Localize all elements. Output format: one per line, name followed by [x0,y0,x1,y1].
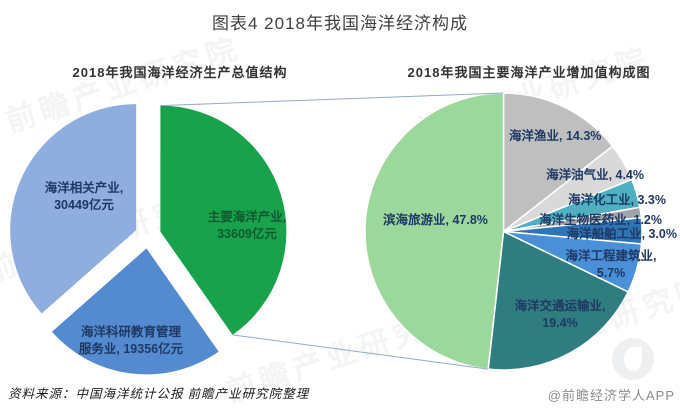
pie-slice-coastal-tourism [364,92,505,370]
slice-label-line: 服务业, 19356亿元 [78,342,184,357]
pie-slice-marine-related-industries [10,104,137,314]
slice-label-biomedicine: 海洋生物医药业, 1.2% [539,213,662,227]
slice-label-marine-related: 海洋相关产业, 30449亿元 [24,180,144,215]
pie-slice-marine-fishery [502,92,614,234]
slice-label-line: 19.4% [542,316,578,331]
slice-label-fishery: 海洋渔业, 14.3% [509,129,602,143]
slice-label-line: 海洋交通运输业, [514,299,606,313]
slice-label-transportation: 海洋交通运输业, 19.4% [495,298,625,333]
slice-label-line: 30449亿元 [54,198,114,213]
slice-label-coastal-tourism: 滨海旅游业, 47.8% [383,213,488,227]
pie-connector-line [160,92,504,107]
slice-label-research-education: 海洋科研教育管理 服务业, 19356亿元 [66,324,196,359]
slice-label-line: 主要海洋产业, [207,210,287,224]
slice-label-chemical: 海洋化工业, 3.3% [568,193,666,207]
slice-label-oil-gas: 海洋油气业, 4.4% [546,168,644,182]
slice-label-line: 5.7% [596,266,626,281]
slice-label-engineering: 海洋工程建筑业, 5.7% [550,248,672,283]
left-pie-title: 2018年我国海洋经济生产总值结构 [72,65,288,80]
credit-text: @前瞻经济学人APP [547,388,675,403]
slice-label-line: 海洋相关产业, [44,181,124,195]
pie-connector-line [232,334,489,370]
slice-label-shipbuilding: 海洋船舶工业, 3.0% [566,227,677,241]
slice-label-line: 33609亿元 [217,227,277,242]
source-note: 资料来源：中国海洋统计公报 前瞻产业研究院整理 [8,387,310,401]
pie-slice-major-marine-industries [160,105,287,335]
chart-title: 图表4 2018年我国海洋经济构成 [212,14,468,33]
slice-label-line: 海洋科研教育管理 [80,325,181,339]
slice-label-line: 海洋工程建筑业, [565,249,657,263]
pie-slice-marine-transportation [487,230,630,371]
right-pie-title: 2018年我国主要海洋产业增加值构成图 [407,65,651,80]
pie-slice-marine-research-education-services [51,248,219,375]
slice-label-major-marine: 主要海洋产业, 33609亿元 [187,209,307,244]
